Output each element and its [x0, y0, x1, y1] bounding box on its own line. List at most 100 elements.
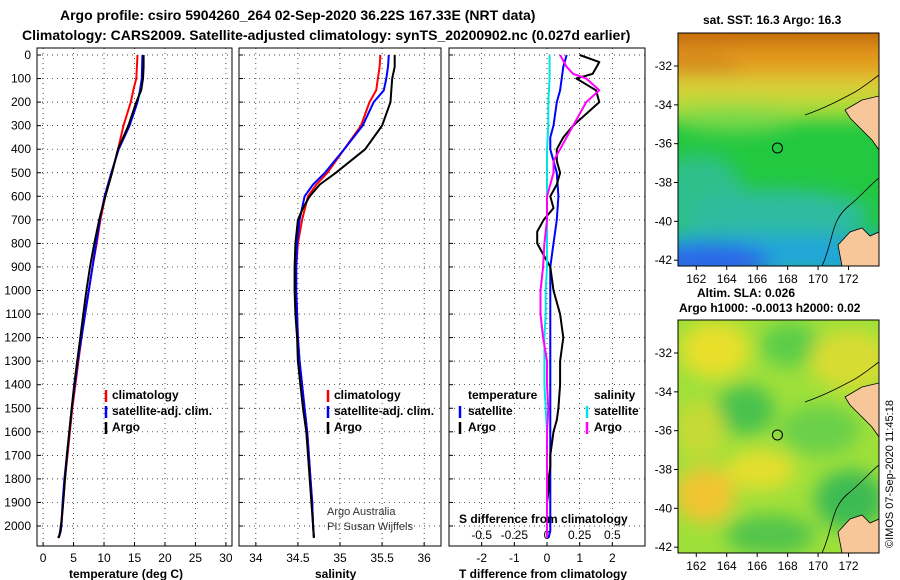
depth-tick-label: 300 [11, 119, 31, 133]
x-tick-label: -1 [509, 551, 520, 565]
legend-title-temperature: temperature [468, 388, 538, 402]
depth-tick-label: 1700 [4, 448, 31, 462]
salinity-tick-labels: 34 34.5 35 35.5 36 [249, 551, 431, 565]
s-difference-tick-label: 0.5 [604, 528, 621, 542]
salinity-series [293, 54, 396, 538]
s-difference-tick-label: -0.5 [471, 528, 492, 542]
depth-tick-label: 900 [11, 260, 31, 274]
temperature-axis-label: temperature (deg C) [69, 567, 183, 580]
lat-tick-label: -34 [655, 385, 673, 399]
series-line-argo [293, 55, 396, 538]
series-line-s_argo [539, 54, 601, 538]
temperature-panel: 0100200300400500600700800900100011001200… [4, 47, 233, 580]
lat-tick-label: -40 [655, 501, 673, 515]
depth-tick-label: 2000 [4, 519, 31, 533]
temperature-tick-labels: 0 5 10 15 20 25 30 [40, 551, 233, 565]
legend-label-t-satellite: satellite [468, 404, 513, 418]
lon-tick-label: 164 [717, 559, 737, 573]
x-tick-label: 34 [249, 551, 263, 565]
difference-panel: -2 -1 0 1 2 -0.5 -0.25 0 0.25 0.5 T difference f… [448, 47, 646, 580]
series-line-satellite [547, 54, 568, 539]
depth-tick-label: 1000 [4, 284, 31, 298]
legend-label-argo: Argo [334, 420, 362, 434]
depth-tick-label: 1400 [4, 378, 31, 392]
lon-tick-label: 162 [686, 559, 706, 573]
legend-label-climatology: climatology [334, 388, 401, 402]
x-tick-label: 2 [609, 551, 616, 565]
salinity-panel: 34 34.5 35 35.5 36 salinity climatology sate… [238, 47, 442, 580]
lon-tick-label: 170 [808, 272, 828, 286]
lon-tick-label: 168 [778, 272, 798, 286]
x-tick-label: 0 [40, 551, 47, 565]
s-difference-tick-label: -0.25 [501, 528, 529, 542]
depth-tick-label: 100 [11, 72, 31, 86]
s-difference-axis-label: S difference from climatology [459, 512, 628, 526]
depth-tick-label: 1900 [4, 495, 31, 509]
sst-map-field [678, 33, 879, 266]
salinity-axis-label: salinity [315, 567, 357, 580]
lat-tick-label: -40 [655, 214, 673, 228]
salinity-grid [239, 48, 441, 546]
lat-tick-label: -32 [655, 59, 673, 73]
x-tick-label: 35.5 [370, 551, 394, 565]
depth-tick-label: 200 [11, 95, 31, 109]
salinity-plot-frame [238, 47, 442, 547]
x-tick-label: 5 [70, 551, 77, 565]
legend-label-satellite: satellite-adj. clim. [112, 404, 212, 418]
x-tick-label: 0 [544, 551, 551, 565]
depth-tick-labels: 0 100 200 300 400 500 600 700 800 900 1000 1100 1200… [4, 48, 31, 533]
x-tick-label: 34.5 [286, 551, 310, 565]
lat-tick-label: -36 [655, 137, 673, 151]
temperature-grid [37, 48, 232, 546]
x-tick-label: 25 [189, 551, 203, 565]
lat-tick-label: -36 [655, 424, 673, 438]
x-tick-label: 15 [128, 551, 142, 565]
depth-tick-label: 800 [11, 236, 31, 250]
lon-tick-label: 166 [747, 272, 767, 286]
depth-tick-label: 1200 [4, 331, 31, 345]
series-line-argo [536, 54, 601, 538]
legend-label-s-satellite: satellite [594, 404, 639, 418]
difference-series [536, 54, 601, 539]
sla-map-title: Altim. SLA: 0.026 [697, 286, 795, 300]
sst-map-lat-ticks: -32 -34 -36 -38 -40 -42 [655, 59, 678, 267]
credit-organisation: Argo Australia [327, 506, 396, 518]
x-tick-label: 30 [219, 551, 233, 565]
depth-tick-label: 400 [11, 142, 31, 156]
depth-tick-label: 500 [11, 166, 31, 180]
sla-map-subtitle: Argo h1000: -0.0013 h2000: 0.02 [679, 301, 861, 315]
lon-tick-label: 166 [747, 559, 767, 573]
lon-tick-label: 168 [778, 559, 798, 573]
x-tick-label: 10 [97, 551, 111, 565]
temperature-series [57, 54, 145, 539]
sst-map: sat. SST: 16.3 Argo: 16.3 -32 -34 -36 -38 -4… [655, 13, 880, 286]
depth-tick-label: 600 [11, 189, 31, 203]
sla-map-lat-ticks: -32 -34 -36 -38 -40 -42 [655, 346, 678, 554]
lon-tick-label: 172 [839, 559, 859, 573]
series-line-argo [57, 55, 145, 538]
sla-map: Altim. SLA: 0.026 Argo h1000: -0.0013 h2… [655, 286, 880, 573]
s-difference-tick-labels: -0.5 -0.25 0 0.25 0.5 [471, 528, 621, 542]
lon-tick-label: 172 [839, 272, 859, 286]
sla-map-lon-ticks: 162 164 166 168 170 172 [686, 553, 859, 573]
sst-map-lon-ticks: 162 164 166 168 170 172 [686, 266, 859, 286]
credit-pi: PI: Susan Wijffels [327, 521, 413, 533]
depth-tick-label: 1300 [4, 354, 31, 368]
legend-label-t-argo: Argo [468, 420, 496, 434]
argo-position-marker [771, 142, 783, 154]
depth-tick-label: 700 [11, 213, 31, 227]
t-difference-axis-label: T difference from climatology [459, 567, 627, 580]
x-tick-label: 36 [417, 551, 431, 565]
depth-tick-label: 0 [24, 48, 31, 62]
x-tick-label: 1 [576, 551, 583, 565]
depth-tick-label: 1600 [4, 425, 31, 439]
series-line-satellite [57, 54, 144, 539]
depth-tick-label: 1500 [4, 401, 31, 415]
legend-label-climatology: climatology [112, 388, 179, 402]
legend-label-s-argo: Argo [594, 420, 622, 434]
lat-tick-label: -34 [655, 98, 673, 112]
sst-map-frame [677, 32, 880, 267]
temperature-legend: climatology satellite-adj. clim. Argo [104, 388, 212, 434]
figure-title-line1: Argo profile: csiro 5904260_264 02-Sep-2… [60, 7, 535, 23]
